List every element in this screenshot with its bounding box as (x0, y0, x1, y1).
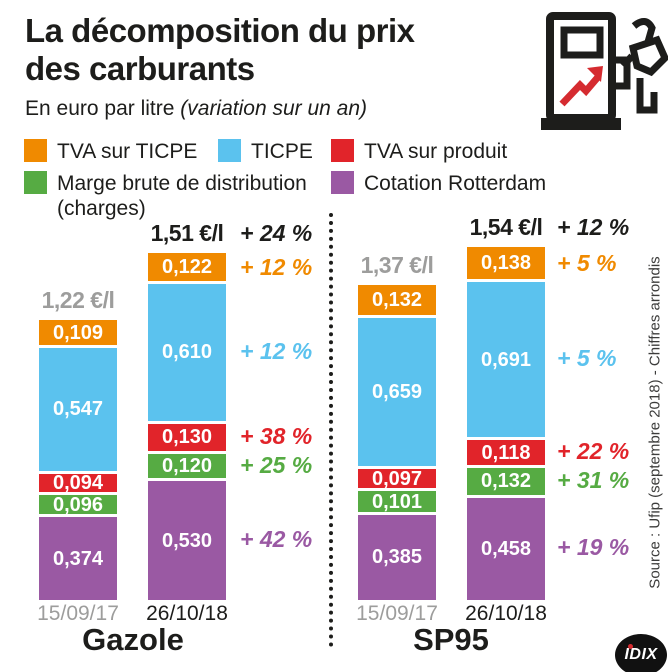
segment-tva_produit: 0,097 (358, 466, 436, 490)
segment-rotterdam: 0,374 (39, 514, 117, 600)
fuel-pump-icon (541, 12, 668, 130)
segment-change: + 22 % (557, 438, 630, 465)
segment-change: + 42 % (240, 526, 313, 553)
legend-label-line2: (charges) (57, 197, 146, 220)
bar-total: 1,22 €/l (41, 287, 115, 313)
segment-value: 0,659 (371, 381, 423, 404)
bar-date: 26/10/18 (146, 602, 228, 625)
legend-swatch-tva-ticpe (24, 139, 47, 162)
legend-swatch-tva-produit (331, 139, 354, 162)
bar-sp95-before: 0,132 0,659 0,097 0,101 0,385 (358, 284, 436, 600)
bar-sp95-after: 0,138 0,691 0,118 0,132 0,458 (467, 247, 545, 600)
legend-swatch-rotterdam (331, 171, 354, 194)
logo-text: IDIX (624, 646, 658, 663)
segment-value: 0,691 (480, 348, 532, 371)
segment-value: 0,610 (161, 341, 213, 364)
segment-value: 0,096 (52, 493, 104, 516)
segment-value: 0,122 (161, 255, 213, 278)
segment-tva_produit: 0,118 (467, 437, 545, 465)
bar-total: 1,37 €/l (360, 251, 434, 278)
segment-change: + 5 % (557, 345, 617, 372)
legend-item-tva-ticpe: TVA sur TICPE (24, 139, 197, 164)
segment-ticpe: 0,547 (39, 345, 117, 471)
segment-ticpe: 0,610 (148, 280, 226, 421)
segment-value: 0,120 (161, 455, 213, 478)
group-label-sp95: SP95 (413, 622, 489, 657)
page-title-line1: La décomposition du prix (25, 12, 415, 49)
subtitle-note: (variation sur un an) (180, 97, 368, 120)
legend-label: Cotation Rotterdam (364, 172, 547, 195)
segment-tva_ticpe: 0,122 (148, 252, 226, 281)
legend-item-tva-produit: TVA sur produit (331, 139, 507, 164)
segment-value: 0,109 (52, 321, 104, 344)
segment-value: 0,118 (481, 441, 531, 464)
legend-swatch-marge (24, 171, 47, 194)
legend-label-line1: Marge brute de distribution (57, 172, 307, 195)
bar-gazole-before: 0,109 0,547 0,094 0,096 0,374 (39, 320, 117, 600)
segment-change: + 12 % (240, 337, 313, 364)
segment-marge: 0,120 (148, 450, 226, 479)
bar-total: 1,51 €/l (150, 219, 224, 246)
segment-change: + 25 % (240, 451, 313, 478)
legend-label: TVA sur TICPE (57, 140, 198, 163)
segment-tva_ticpe: 0,132 (358, 284, 436, 315)
page-title: La décomposition du prix des carburants (25, 12, 545, 89)
segment-marge: 0,096 (39, 492, 117, 516)
group-label-gazole: Gazole (82, 622, 184, 657)
bar-date: 26/10/18 (465, 602, 547, 625)
segment-tva_produit: 0,094 (39, 470, 117, 494)
segment-rotterdam: 0,458 (467, 494, 545, 600)
segment-change: + 5 % (557, 250, 617, 277)
legend-label: TVA sur produit (364, 140, 508, 163)
segment-value: 0,374 (52, 547, 104, 570)
segment-change: + 31 % (557, 466, 630, 493)
group-divider-dotted-line (329, 213, 333, 647)
segment-value: 0,138 (480, 252, 532, 275)
segment-tva_produit: 0,130 (148, 420, 226, 451)
segment-value: 0,097 (371, 467, 423, 490)
bar-date: 15/09/17 (37, 602, 119, 625)
logo-dot (628, 644, 633, 649)
source-credit: Source : Ufip (septembre 2018) - Chiffre… (646, 256, 664, 589)
bar-gazole-after: 0,122 0,610 0,130 0,120 0,530 (148, 252, 226, 600)
segment-value: 0,130 (161, 426, 213, 449)
segment-change: + 12 % (240, 253, 313, 280)
segment-change: + 38 % (240, 422, 313, 449)
page-title-line2: des carburants (25, 50, 255, 88)
segment-marge: 0,101 (358, 488, 436, 513)
subtitle-text: En euro par litre (25, 97, 175, 120)
bar-total: 1,54 €/l (469, 214, 543, 241)
segment-value: 0,094 (52, 471, 104, 494)
segment-rotterdam: 0,530 (148, 478, 226, 600)
bar-date: 15/09/17 (356, 602, 438, 625)
page-subtitle: En euro par litre (variation sur un an) (25, 97, 367, 121)
segment-value: 0,385 (371, 546, 423, 569)
idix-logo: IDIX (615, 634, 667, 672)
segment-value: 0,132 (480, 470, 532, 493)
segment-tva_ticpe: 0,138 (467, 247, 545, 279)
legend-label: TICPE (251, 140, 313, 163)
bar-total-change: + 12 % (557, 214, 630, 241)
segment-rotterdam: 0,385 (358, 511, 436, 600)
segment-value: 0,547 (52, 398, 104, 421)
legend-item-ticpe: TICPE (218, 139, 313, 164)
bar-total-change: + 24 % (240, 219, 313, 246)
legend-label: Marge brute de distribution (charges) (57, 171, 307, 221)
legend-swatch-ticpe (218, 139, 241, 162)
legend-item-rotterdam: Cotation Rotterdam (331, 171, 546, 196)
segment-value: 0,132 (371, 288, 423, 311)
segment-tva_ticpe: 0,109 (39, 320, 117, 345)
segment-change: + 19 % (557, 534, 630, 561)
segment-marge: 0,132 (467, 464, 545, 495)
segment-ticpe: 0,691 (467, 278, 545, 438)
legend-item-marge: Marge brute de distribution (charges) (24, 171, 307, 221)
segment-value: 0,530 (161, 529, 213, 552)
segment-value: 0,101 (371, 490, 423, 513)
segment-ticpe: 0,659 (358, 314, 436, 467)
segment-value: 0,458 (480, 537, 532, 560)
